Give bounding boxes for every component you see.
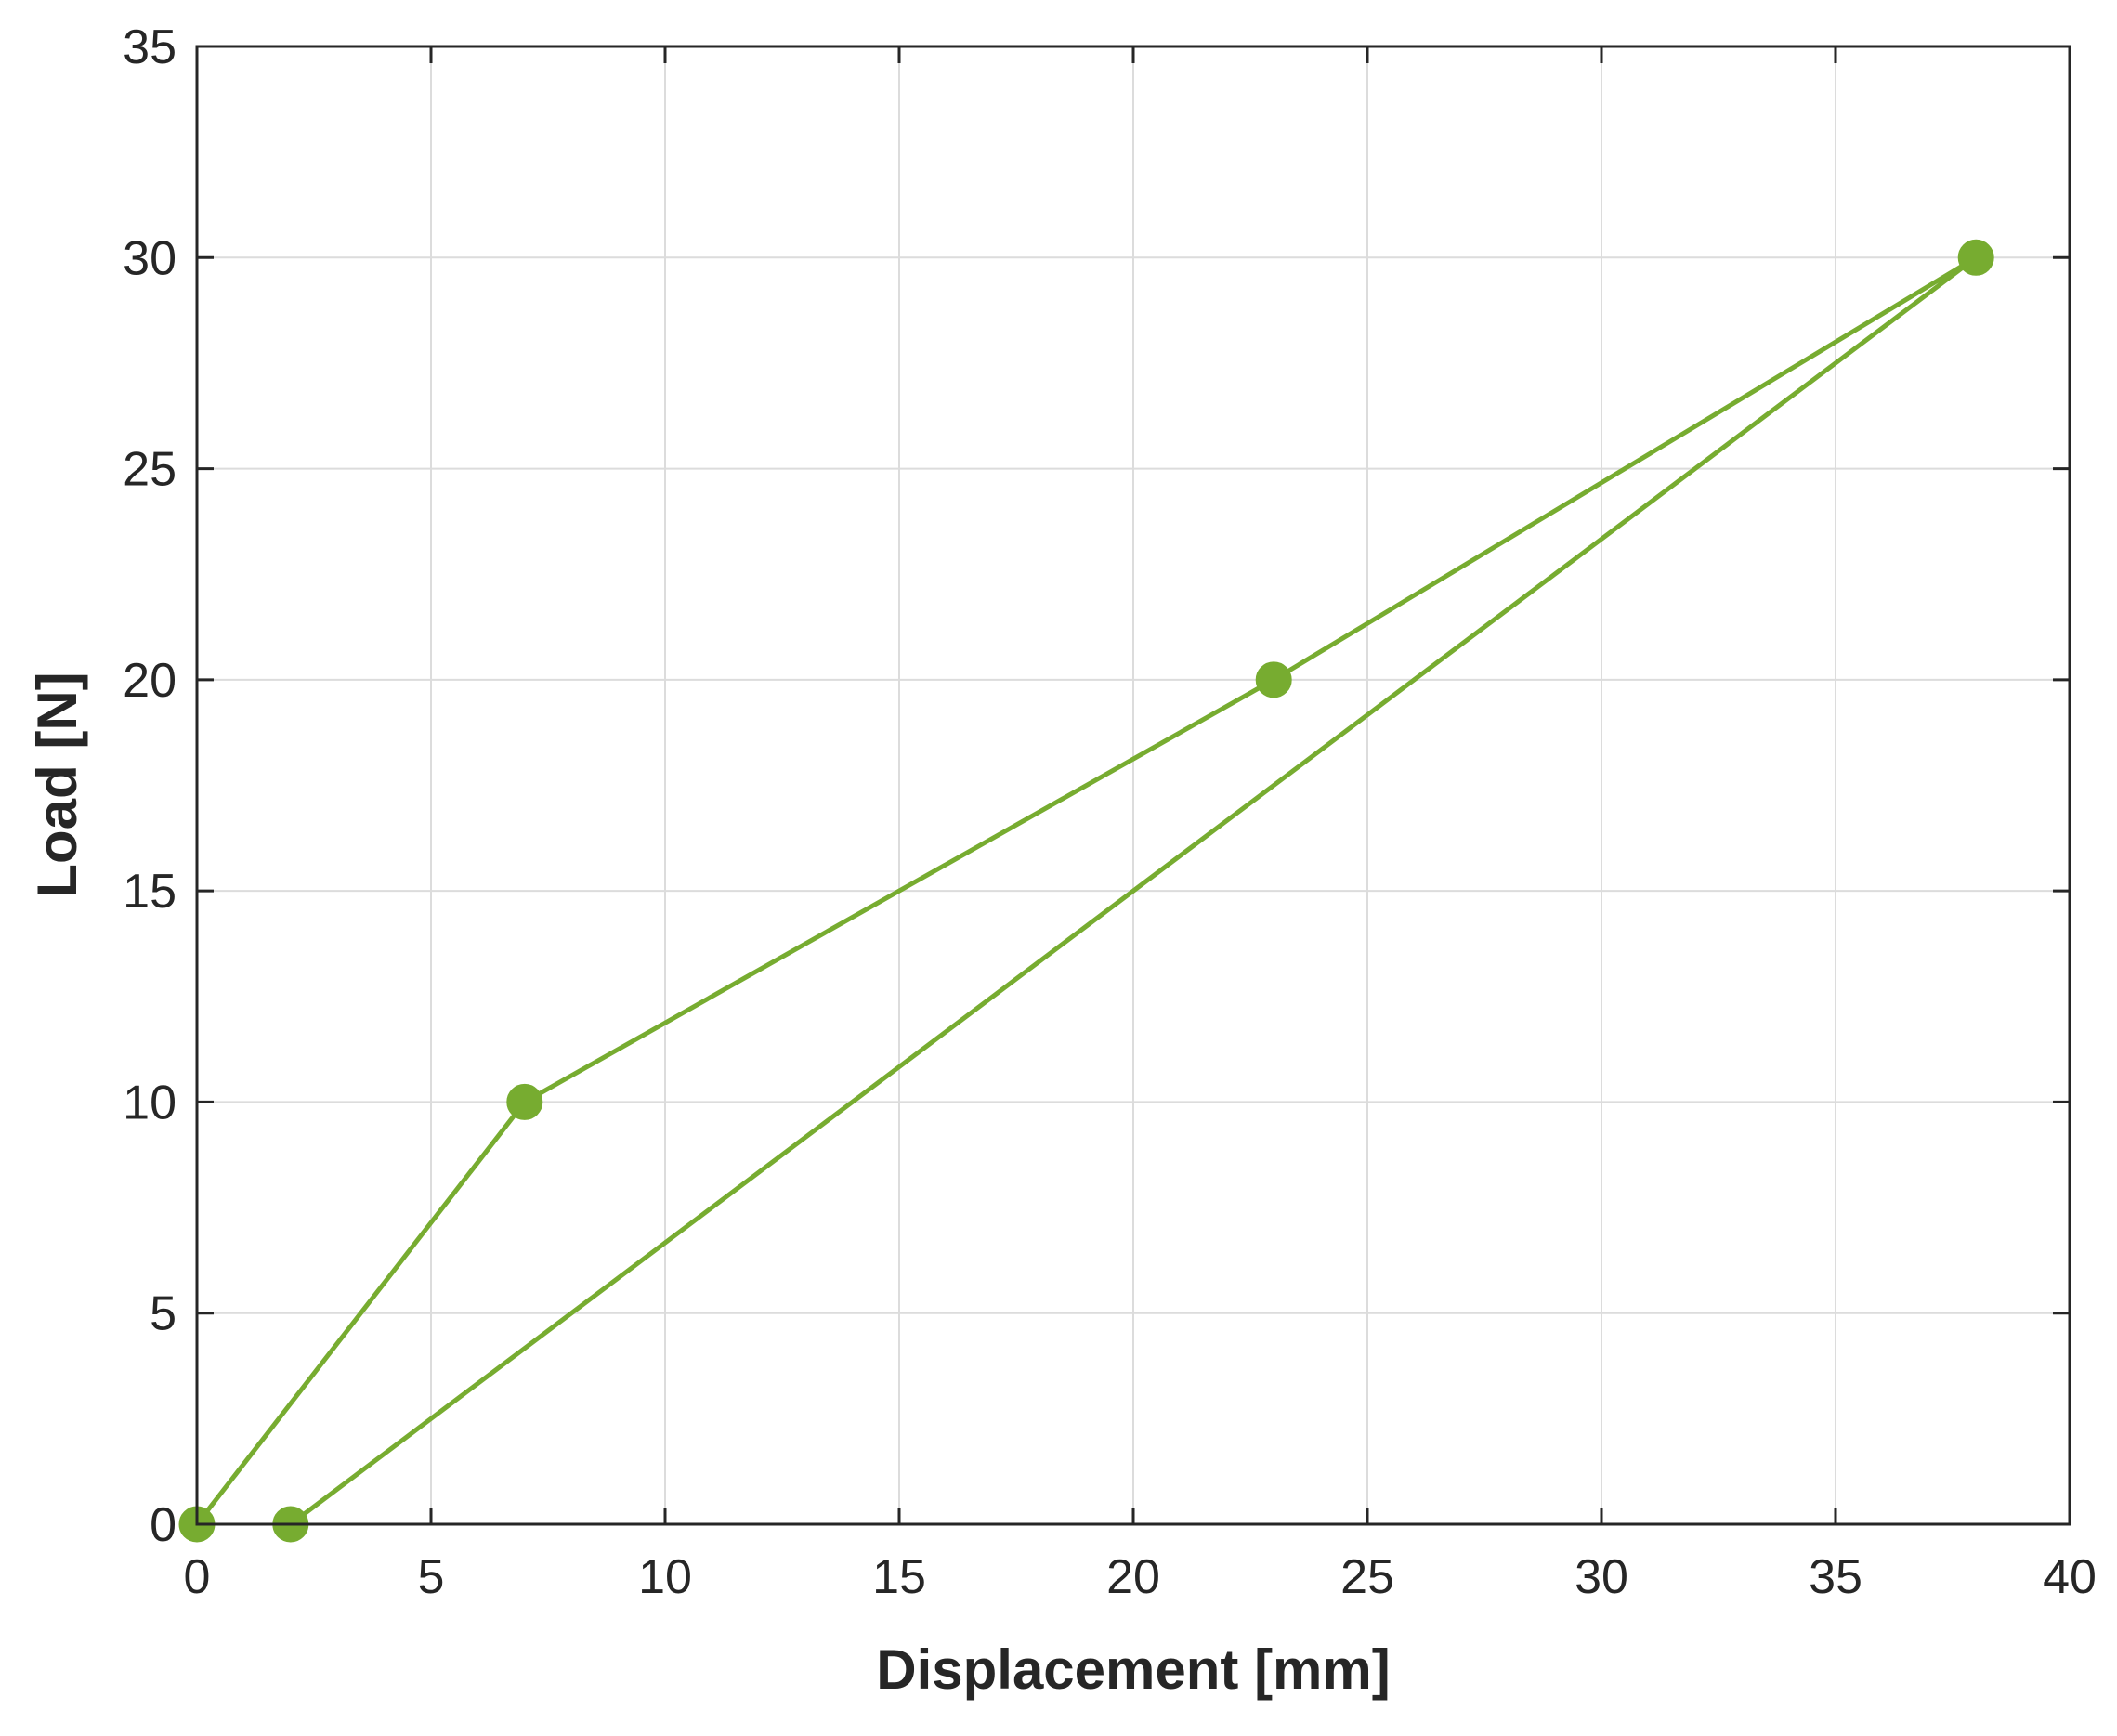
y-axis-title: Load [N]	[26, 672, 88, 897]
y-tick-label: 15	[123, 865, 176, 919]
y-tick-label: 5	[150, 1287, 176, 1341]
data-point	[1255, 661, 1292, 698]
y-tick-label: 20	[123, 654, 176, 708]
y-tick-label: 0	[150, 1498, 176, 1552]
y-tick-label: 30	[123, 231, 176, 285]
x-tick-label: 35	[1809, 1550, 1862, 1604]
x-tick-label: 25	[1340, 1550, 1394, 1604]
x-tick-label: 10	[638, 1550, 692, 1604]
grid	[197, 46, 2070, 1524]
x-tick-label: 15	[872, 1550, 926, 1604]
x-tick-label: 20	[1106, 1550, 1160, 1604]
data-point	[506, 1083, 543, 1120]
axis-ticks: 0 5 10 15 20 25 30 35 40 0 5 10 15 20 25 30 35	[123, 20, 2097, 1604]
x-axis-title: Displacement [mm]	[876, 1638, 1390, 1701]
x-tick-label: 0	[184, 1550, 211, 1604]
y-tick-label: 35	[123, 20, 176, 74]
x-tick-label: 5	[418, 1550, 445, 1604]
data-point	[1957, 239, 1994, 276]
y-tick-label: 25	[123, 443, 176, 497]
x-tick-label: 30	[1575, 1550, 1628, 1604]
y-tick-label: 10	[123, 1076, 176, 1129]
x-tick-label: 40	[2043, 1550, 2097, 1604]
